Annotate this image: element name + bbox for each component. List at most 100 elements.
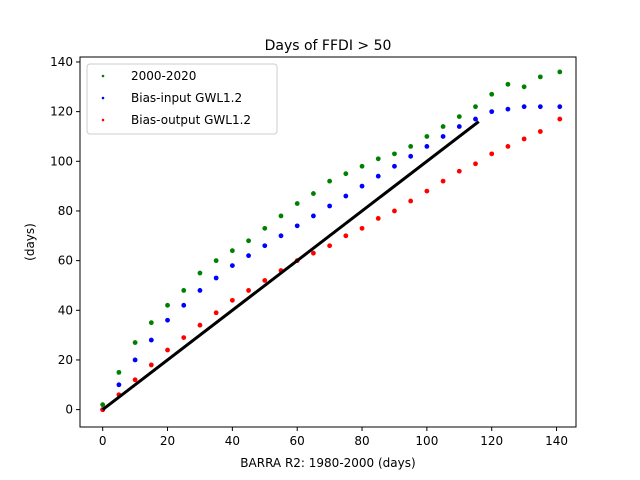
y-axis-ticks: 0 20 40 60 80 100 120 140 bbox=[50, 55, 80, 417]
legend-label-bias-input: Bias-input GWL1.2 bbox=[131, 91, 242, 105]
data-point bbox=[327, 243, 333, 249]
data-point bbox=[213, 258, 219, 264]
data-point bbox=[521, 84, 527, 90]
legend-box bbox=[86, 63, 278, 135]
data-point bbox=[521, 104, 527, 110]
data-point bbox=[311, 250, 316, 256]
data-point bbox=[246, 288, 251, 293]
data-point bbox=[408, 198, 414, 204]
data-point bbox=[197, 270, 203, 276]
data-point bbox=[375, 156, 381, 162]
series-1 bbox=[100, 69, 563, 408]
data-point bbox=[392, 151, 397, 157]
data-point bbox=[456, 124, 462, 129]
legend-marker-bias-output bbox=[101, 118, 105, 122]
data-point bbox=[424, 143, 430, 149]
data-point bbox=[132, 377, 138, 383]
data-point bbox=[456, 114, 462, 119]
data-point bbox=[440, 124, 446, 129]
chart-title: Days of FFDI > 50 bbox=[265, 38, 392, 54]
data-point bbox=[262, 225, 268, 231]
y-tick-label: 100 bbox=[50, 154, 73, 168]
data-point bbox=[375, 173, 381, 179]
y-tick-label: 0 bbox=[65, 403, 73, 417]
data-point bbox=[392, 163, 397, 169]
data-point bbox=[557, 104, 563, 110]
y-axis-label: (days) bbox=[23, 223, 37, 261]
data-point bbox=[213, 310, 219, 316]
data-point bbox=[440, 178, 446, 184]
data-point bbox=[489, 91, 495, 97]
plot-frame bbox=[79, 56, 577, 428]
x-tick-label: 100 bbox=[415, 434, 438, 448]
data-point bbox=[537, 104, 543, 110]
data-point bbox=[165, 347, 170, 353]
data-point bbox=[473, 116, 478, 122]
data-point bbox=[116, 369, 122, 375]
series-2 bbox=[100, 104, 563, 413]
x-tick-label: 20 bbox=[160, 434, 175, 448]
data-point bbox=[505, 106, 511, 112]
reference-line bbox=[101, 120, 480, 411]
x-axis-label: BARRA R2: 1980-2000 (days) bbox=[240, 456, 415, 470]
x-tick-label: 120 bbox=[480, 434, 503, 448]
x-tick-label: 60 bbox=[290, 434, 305, 448]
data-point bbox=[165, 317, 170, 323]
data-point bbox=[537, 74, 543, 80]
data-point bbox=[505, 81, 511, 87]
data-point bbox=[213, 275, 219, 281]
data-point bbox=[311, 191, 316, 196]
series-3 bbox=[100, 116, 563, 413]
x-axis-ticks: 0 20 40 60 80 100 120 140 bbox=[99, 427, 568, 448]
data-point bbox=[375, 216, 381, 221]
x-tick-label: 80 bbox=[354, 434, 369, 448]
data-point bbox=[197, 322, 203, 328]
data-point bbox=[359, 225, 365, 231]
data-point bbox=[165, 302, 170, 308]
data-point bbox=[294, 223, 300, 229]
data-point bbox=[229, 297, 235, 303]
data-point bbox=[262, 243, 268, 249]
data-point bbox=[408, 153, 414, 159]
data-point bbox=[537, 129, 543, 134]
data-point bbox=[116, 382, 122, 388]
data-point bbox=[557, 116, 563, 122]
data-point bbox=[343, 193, 349, 199]
data-point bbox=[392, 208, 397, 214]
data-point bbox=[343, 171, 349, 177]
data-point bbox=[294, 201, 300, 206]
data-point bbox=[148, 362, 154, 368]
x-tick-label: 0 bbox=[99, 434, 107, 448]
data-point bbox=[181, 302, 187, 308]
data-point bbox=[505, 143, 511, 149]
data-point bbox=[557, 69, 563, 75]
data-point bbox=[278, 233, 284, 239]
data-point bbox=[132, 340, 138, 345]
legend-label-bias-output: Bias-output GWL1.2 bbox=[131, 113, 251, 127]
data-point bbox=[424, 188, 430, 194]
legend-label-2000-2020: 2000-2020 bbox=[131, 69, 196, 83]
data-point bbox=[181, 335, 187, 341]
data-point bbox=[246, 238, 251, 244]
y-tick-label: 80 bbox=[58, 204, 73, 218]
data-point bbox=[424, 134, 430, 139]
reference-line-layer bbox=[101, 120, 480, 411]
data-point bbox=[408, 143, 414, 149]
data-point bbox=[521, 136, 527, 142]
data-point bbox=[197, 288, 203, 293]
data-point bbox=[181, 288, 187, 293]
data-point bbox=[456, 168, 462, 174]
data-point bbox=[229, 263, 235, 268]
data-series bbox=[100, 69, 563, 413]
data-point bbox=[489, 109, 495, 115]
x-tick-label: 140 bbox=[545, 434, 568, 448]
data-point bbox=[327, 203, 333, 209]
data-point bbox=[473, 161, 478, 167]
y-tick-label: 120 bbox=[50, 105, 73, 119]
legend-marker-2000-2020 bbox=[101, 74, 105, 78]
data-point bbox=[489, 151, 495, 157]
data-point bbox=[246, 253, 251, 259]
legend-marker-bias-input bbox=[101, 96, 105, 100]
data-point bbox=[359, 183, 365, 189]
